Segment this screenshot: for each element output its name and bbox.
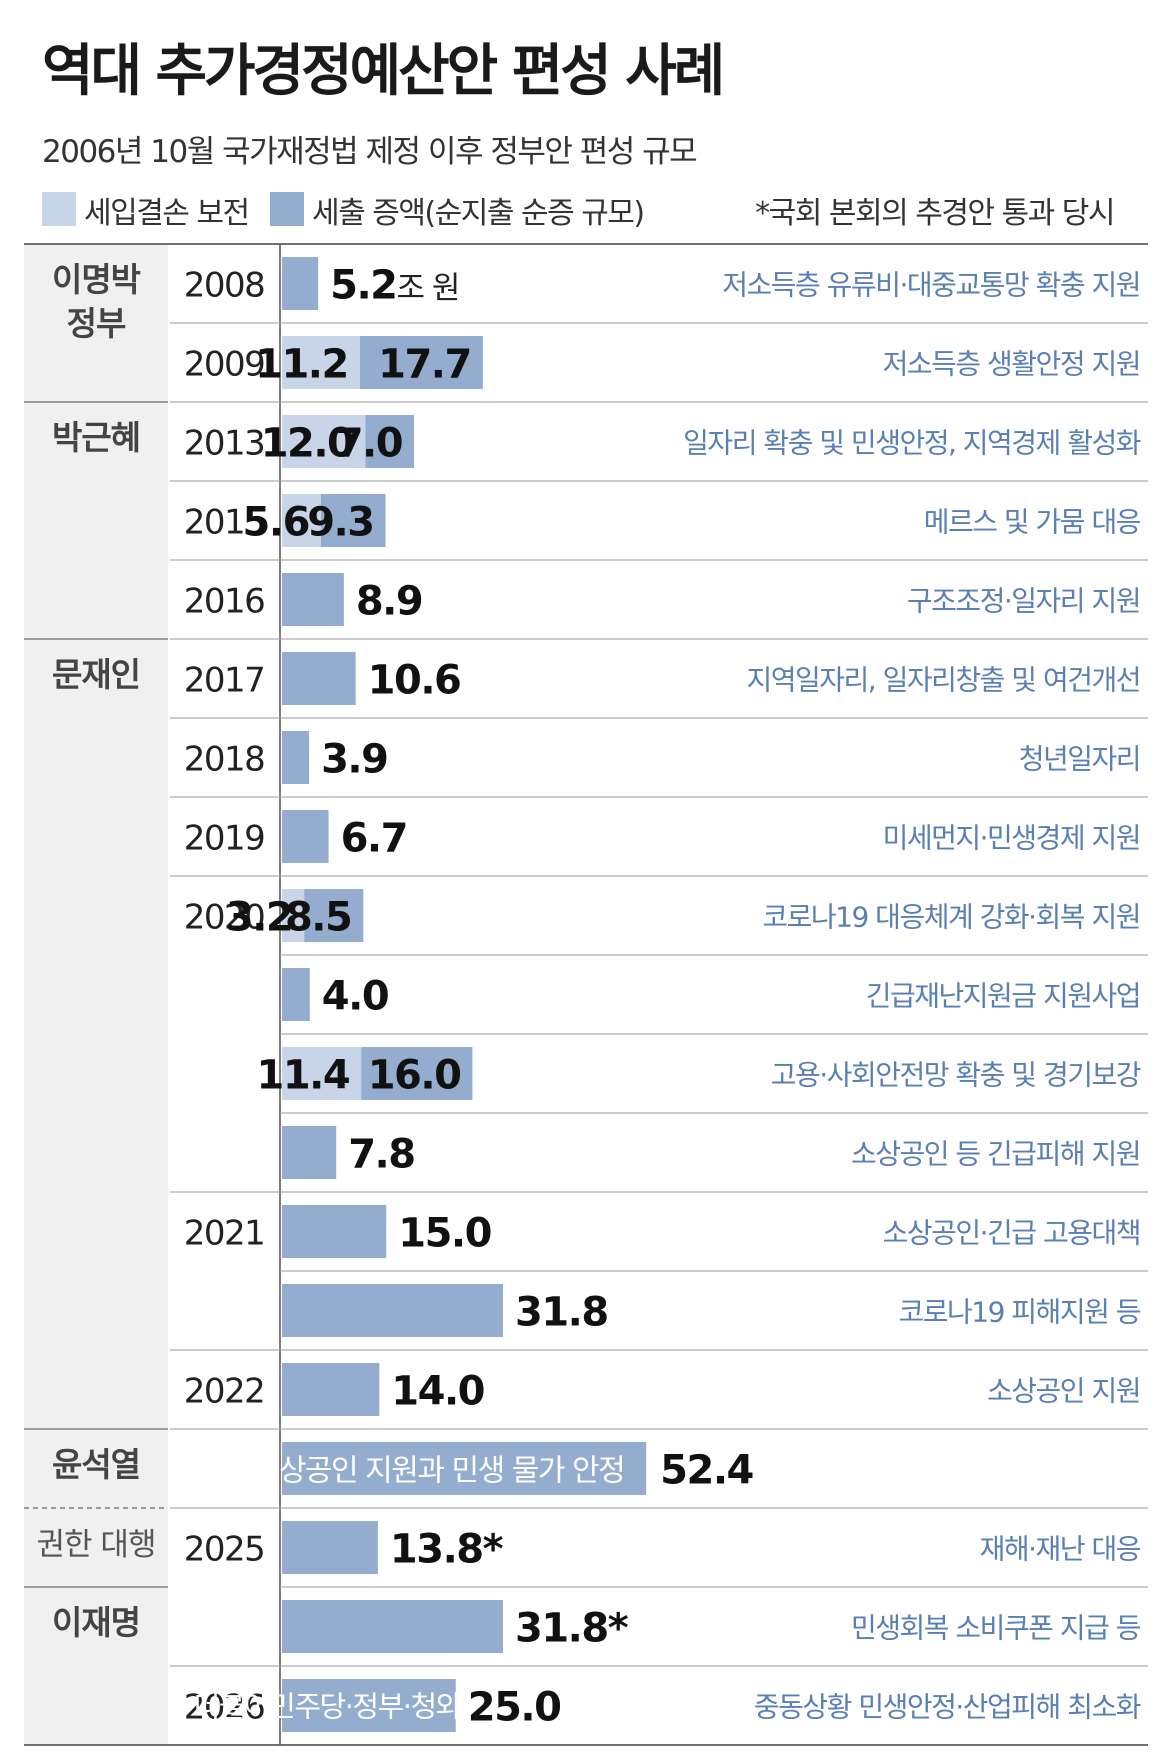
bar-dark xyxy=(282,257,319,310)
bar-dark xyxy=(282,1442,647,1495)
row-description: 미세먼지·민생경제 지원 xyxy=(883,822,1140,855)
legend-note: *국회 본회의 추경안 통과 당시 xyxy=(755,196,1115,231)
year-label: 2020 xyxy=(184,898,265,938)
year-label: 2019 xyxy=(184,819,265,859)
value-label-dark: 16.0 xyxy=(368,1053,461,1099)
row-description: 긴급재난지원금 지원사업 xyxy=(866,980,1140,1013)
value-label: 15.0 xyxy=(398,1211,491,1257)
year-label: 2013 xyxy=(184,424,265,464)
value-label-light: 3.2 xyxy=(226,895,292,941)
bar-light xyxy=(282,415,366,468)
bar-dark xyxy=(282,1126,337,1179)
gov-label: 권한 대행 xyxy=(37,1527,156,1563)
value-label: 10.6 xyxy=(368,658,461,704)
year-label: 2022 xyxy=(184,1372,265,1412)
bar-inside-description: 소상공인 지원과 민생 물가 안정 xyxy=(253,1454,624,1489)
gov-column-bg xyxy=(24,244,168,1745)
bar-dark xyxy=(304,889,364,942)
bar-light xyxy=(282,1047,362,1100)
row-description: 청년일자리 xyxy=(1019,743,1140,776)
legend-swatch-dark xyxy=(270,192,304,226)
legend-dark-label: 세출 증액(순지출 순증 규모) xyxy=(312,196,645,231)
bar-light xyxy=(282,494,321,547)
row-description: 소상공인·긴급 고용대책 xyxy=(883,1217,1140,1250)
bar-inside-text: 더불어민주당·정부·청와대 발표 xyxy=(194,1690,545,1724)
value-label: 7.8 xyxy=(348,1132,414,1178)
value-label-dark: 9.3 xyxy=(307,500,373,546)
legend-light-label: 세입결손 보전 xyxy=(84,196,250,231)
bar-dark xyxy=(282,968,310,1021)
value-label: 8.9 xyxy=(356,579,422,625)
row-description: 코로나19 대응체계 강화·회복 지원 xyxy=(762,901,1140,934)
bar-dark xyxy=(282,652,356,705)
bar-dark xyxy=(282,731,310,784)
unit-label: 조 원 xyxy=(396,271,458,307)
year-label: 2015 xyxy=(184,503,265,543)
bar-dark xyxy=(282,1679,456,1732)
gov-label: 정부 xyxy=(67,304,126,343)
year-label: 2017 xyxy=(184,661,265,701)
gov-label: 이재명 xyxy=(52,1603,140,1642)
gov-label: 박근혜 xyxy=(52,418,140,457)
row-description: 재해·재난 대응 xyxy=(980,1533,1141,1566)
row-description: 코로나19 피해지원 등 xyxy=(898,1296,1140,1329)
value-label: 31.8 xyxy=(515,1290,608,1336)
bar-dark xyxy=(282,1521,378,1574)
gov-label: 윤석열 xyxy=(52,1445,140,1484)
bar-light xyxy=(282,889,305,942)
year-label: 2016 xyxy=(184,582,265,622)
value-label-light: 12.0 xyxy=(261,421,354,467)
value-label-light: 11.4 xyxy=(257,1053,350,1099)
bar-dark xyxy=(320,494,386,547)
bar-dark xyxy=(282,1363,380,1416)
year-label: 2018 xyxy=(184,740,265,780)
value-label: 31.8* xyxy=(515,1606,629,1652)
value-label: 25.0 xyxy=(468,1685,561,1731)
year-label: 2025 xyxy=(184,1530,265,1570)
page-subtitle: 2006년 10월 국가재정법 제정 이후 정부안 편성 규모 xyxy=(42,134,698,170)
year-label: 2009 xyxy=(184,345,265,385)
value-label: 3.9 xyxy=(321,737,387,783)
value-label-light: 5.6 xyxy=(243,500,309,546)
bar-dark xyxy=(361,1047,473,1100)
row-description: 소상공인 지원 xyxy=(987,1375,1140,1408)
value-label: 13.8* xyxy=(390,1527,504,1573)
row-description: 지역일자리, 일자리창출 및 여건개선 xyxy=(746,664,1140,697)
row-description: 구조조정·일자리 지원 xyxy=(907,585,1140,618)
value-label: 5.2조 원 xyxy=(330,263,459,309)
bar-dark xyxy=(365,415,415,468)
year-label: 2026 xyxy=(184,1688,265,1728)
bar-dark xyxy=(282,573,344,626)
page-title: 역대 추가경정예산안 편성 사례 xyxy=(42,39,725,104)
bar-dark xyxy=(359,336,483,389)
row-description: 메르스 및 가뭄 대응 xyxy=(924,506,1141,539)
row-description: 고용·사회안전망 확충 및 경기보강 xyxy=(771,1059,1141,1092)
bar-dark xyxy=(282,1205,387,1258)
row-description: 민생회복 소비쿠폰 지급 등 xyxy=(851,1612,1141,1645)
gov-label: 문재인 xyxy=(52,655,140,694)
gov-label: 이명박 xyxy=(52,260,141,299)
year-label: 2008 xyxy=(184,266,265,306)
row-description: 저소득층 생활안정 지원 xyxy=(883,348,1140,381)
value-label-dark: 7.0 xyxy=(336,421,402,467)
row-description: 중동상황 민생안정·산업피해 최소화 xyxy=(754,1691,1141,1724)
year-label: 2021 xyxy=(184,1214,265,1254)
row-description: 일자리 확충 및 민생안정, 지역경제 활성화 xyxy=(683,427,1141,460)
value-label-dark: 8.5 xyxy=(285,895,351,941)
bar-light xyxy=(282,336,360,389)
bar-dark xyxy=(282,810,329,863)
value-label-light: 11.2 xyxy=(255,342,348,388)
value-label: 4.0 xyxy=(322,974,388,1020)
value-label: 6.7 xyxy=(341,816,407,862)
row-description: 소상공인 등 긴급피해 지원 xyxy=(851,1138,1140,1171)
value-label: 14.0 xyxy=(391,1369,484,1415)
bar-dark xyxy=(282,1284,504,1337)
row-description: 저소득층 유류비·대중교통망 확충 지원 xyxy=(722,269,1140,302)
legend: 세입결손 보전 세출 증액(순지출 순증 규모) *국회 본회의 추경안 통과 … xyxy=(42,184,1142,231)
value-label: 52.4 xyxy=(660,1448,753,1494)
legend-swatch-light xyxy=(42,192,76,226)
value-label-dark: 17.7 xyxy=(378,342,471,388)
bar-dark xyxy=(282,1600,504,1653)
